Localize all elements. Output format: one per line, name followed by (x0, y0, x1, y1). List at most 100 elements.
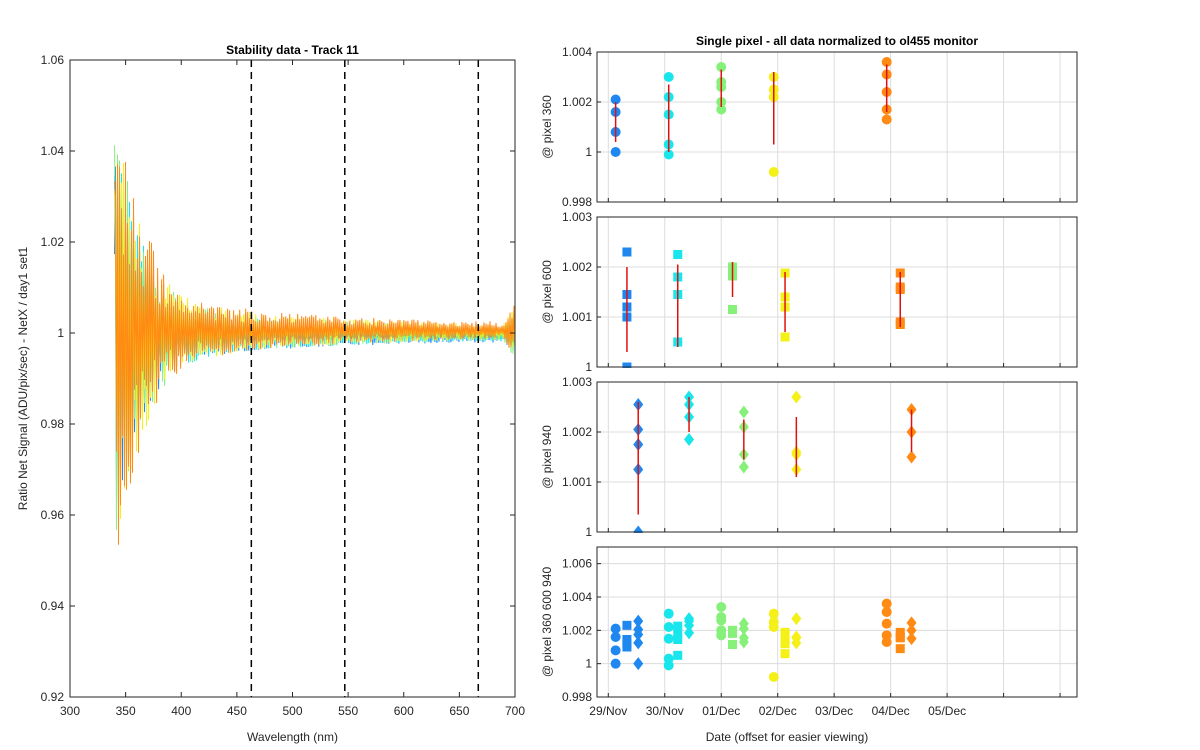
spectrum-x-axis-label: Wavelength (nm) (247, 730, 338, 744)
data-point-diamond (906, 450, 917, 464)
y-tick-label: 1.002 (562, 95, 592, 109)
panel-y-axis-label: @ pixel 360 (540, 95, 554, 159)
spectrum-series-5 (114, 161, 515, 545)
data-point-circle (768, 672, 779, 682)
data-point-square (673, 629, 683, 639)
data-point-square (895, 633, 905, 643)
single-pixel-panel-4: 0.998 1 1.002 1.004 1.006 29/Nov 30/Nov 01/Dec 0… (540, 546, 1078, 744)
data-point-square (780, 649, 790, 659)
data-point-diamond (906, 632, 917, 646)
panel-axes-box (596, 381, 1078, 533)
x-tick-label: 29/Nov (589, 704, 627, 718)
y-tick-label: 1.003 (562, 375, 592, 389)
data-point-square (780, 332, 790, 342)
data-point-circle (716, 104, 727, 115)
data-point-square (895, 627, 905, 637)
data-point-circle (610, 623, 621, 634)
y-tick-label: 0.98 (41, 417, 65, 431)
x-tick-label: 350 (116, 704, 136, 718)
x-tick-label: 300 (60, 704, 80, 718)
y-tick-label: 0.96 (41, 508, 65, 522)
x-tick-label: 05/Dec (928, 704, 966, 718)
data-point-diamond (684, 626, 695, 640)
data-point-circle (663, 72, 674, 82)
panel-axes-box (596, 546, 1078, 698)
panel-title: Single pixel - all data normalized to ol… (696, 34, 978, 48)
x-tick-label: 04/Dec (872, 704, 910, 718)
y-tick-label: 1 (57, 326, 64, 340)
x-tick-label: 500 (282, 704, 302, 718)
data-point-circle (610, 658, 621, 669)
data-point-circle (610, 147, 621, 157)
x-tick-label: 700 (505, 704, 525, 718)
data-point-circle (663, 608, 674, 619)
data-point-diamond (684, 618, 695, 632)
data-point-diamond (738, 635, 749, 649)
y-tick-label: 1.003 (562, 210, 592, 224)
data-point-square (673, 650, 683, 660)
data-point-diamond (906, 616, 917, 630)
y-tick-label: 1.001 (562, 310, 592, 324)
spectrum-chart-title: Stability data - Track 11 (226, 43, 359, 57)
data-point-square (673, 250, 683, 259)
x-tick-label: 550 (338, 704, 358, 718)
data-point-circle (768, 622, 779, 632)
y-tick-label: 1 (585, 657, 592, 671)
data-point-diamond (791, 390, 802, 404)
data-point-diamond (738, 405, 749, 419)
markers-group (633, 390, 917, 533)
data-point-circle (663, 149, 674, 160)
data-point-square (728, 628, 738, 638)
data-point-square (780, 627, 790, 637)
x-tick-label: 30/Nov (646, 704, 684, 718)
y-tick-label: 1.02 (41, 235, 65, 249)
data-point-diamond (633, 657, 644, 671)
y-tick-label: 1.006 (562, 557, 592, 571)
data-point-circle (768, 608, 779, 619)
panel-x-axis-label: Date (offset for easier viewing) (706, 730, 869, 744)
x-tick-label: 02/Dec (759, 704, 797, 718)
panel-axes-box (596, 51, 1078, 203)
data-point-square (728, 305, 738, 314)
data-point-diamond (633, 636, 644, 650)
data-point-square (622, 247, 632, 257)
panel-y-axis-label: @ pixel 940 (540, 425, 554, 489)
data-point-square (728, 640, 738, 649)
data-point-circle (881, 637, 892, 647)
data-point-circle (881, 598, 892, 609)
single-pixel-panel-2: 1 1.001 1.002 1.003 @ pixel 600 (540, 210, 1078, 374)
data-point-diamond (738, 622, 749, 636)
data-point-circle (768, 167, 779, 177)
data-point-diamond (633, 628, 644, 641)
x-tick-label: 03/Dec (815, 704, 853, 718)
data-point-circle (716, 615, 727, 626)
data-point-circle (881, 618, 892, 629)
data-point-circle (716, 62, 727, 72)
data-point-circle (663, 633, 674, 644)
single-pixel-panel-3: 1 1.001 1.002 1.003 @ pixel 940 (540, 375, 1078, 539)
panel-y-axis-label: @ pixel 600 (540, 260, 554, 324)
data-point-circle (610, 645, 621, 656)
data-point-diamond (633, 614, 644, 628)
data-point-circle (881, 607, 892, 617)
data-point-circle (663, 622, 674, 632)
markers-group (610, 57, 892, 177)
markers-group (622, 247, 905, 368)
y-tick-label: 1.002 (562, 425, 592, 439)
data-point-circle (663, 660, 674, 671)
panel-y-axis-label: @ pixel 360 600 940 (540, 567, 554, 678)
y-tick-label: 0.998 (562, 195, 592, 209)
y-tick-label: 0.94 (41, 599, 65, 613)
y-tick-label: 1 (585, 360, 592, 374)
panel-axes-box (596, 216, 1078, 368)
data-point-circle (881, 57, 892, 67)
data-point-diamond (791, 636, 802, 650)
y-tick-label: 1 (585, 525, 592, 539)
markers-group (610, 598, 917, 682)
data-point-square (673, 635, 683, 644)
y-tick-label: 1.06 (41, 53, 65, 67)
data-point-square (780, 639, 790, 649)
spectrum-series-group (114, 145, 515, 545)
data-point-circle (610, 94, 621, 105)
